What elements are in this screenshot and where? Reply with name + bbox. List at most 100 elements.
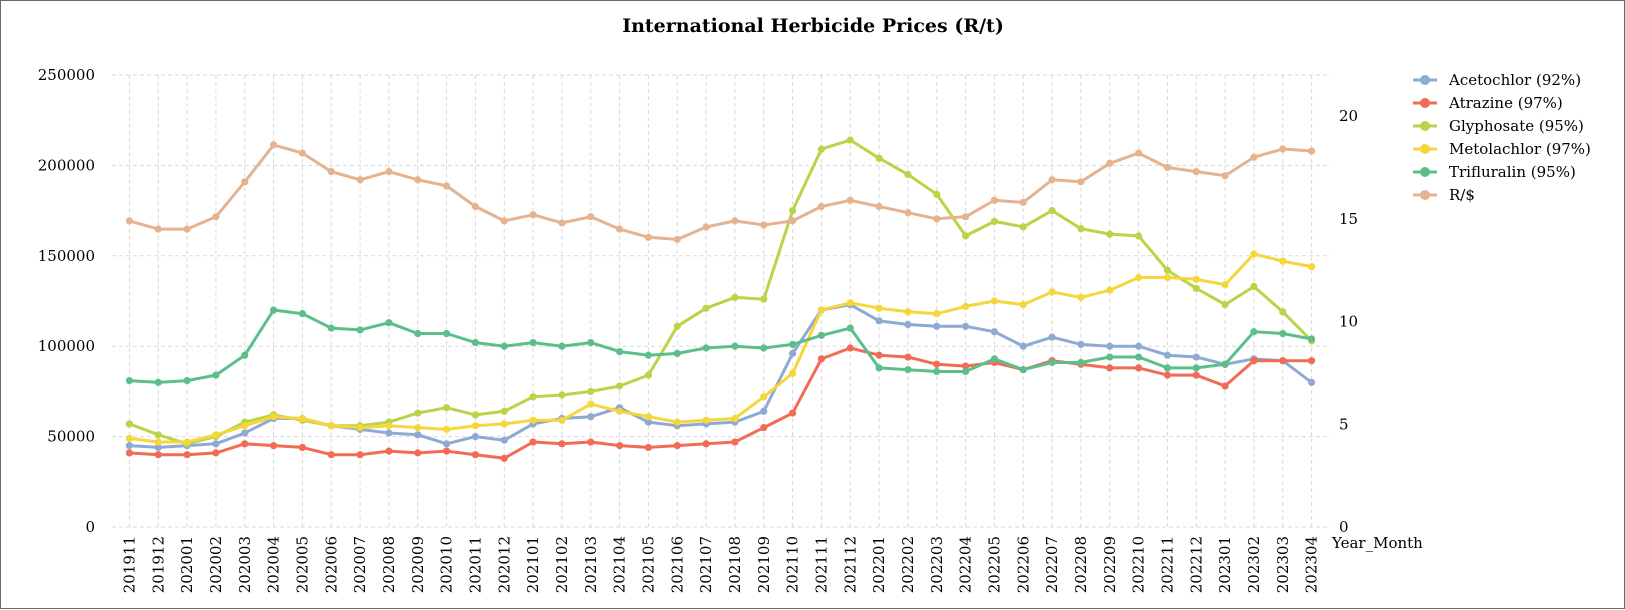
data-point [875,304,883,312]
data-point [615,442,624,450]
data-point [1106,286,1114,294]
data-point [1221,360,1229,368]
data-point [385,167,393,176]
y2-tick-label: 5 [1339,415,1349,433]
data-point [615,407,624,415]
data-point [904,209,912,217]
chart-title: International Herbicide Prices (R/t) [622,15,1004,37]
data-point [1163,273,1172,282]
series-line [127,303,1314,449]
data-point [760,295,768,303]
data-point [154,431,162,439]
data-point [558,219,566,227]
x-tick-label: 202004 [265,536,283,593]
data-point [904,366,912,374]
data-point [500,436,508,444]
data-point [385,429,393,437]
data-point [154,378,162,386]
data-point [644,443,653,452]
x-tick-label: 202211 [1158,536,1176,593]
data-point [327,167,335,176]
data-point [702,416,710,424]
data-point [1077,178,1085,186]
data-point [1250,328,1258,336]
data-point [673,235,681,243]
x-tick-label: 202005 [293,536,311,593]
data-point [529,211,537,219]
data-point [904,353,912,361]
data-point [212,371,220,379]
data-point [990,196,999,204]
data-point [990,328,999,336]
legend-marker [1420,144,1430,154]
data-point [760,221,768,229]
x-tick-label: 202209 [1101,536,1119,593]
data-point [356,423,364,432]
data-point [1163,371,1172,379]
x-tick-label: 202207 [1043,536,1061,593]
data-point [1307,335,1316,343]
data-point [1192,284,1200,292]
data-point [933,367,941,376]
data-point [212,449,220,457]
data-point [788,217,797,225]
data-point [760,393,768,401]
data-point [529,416,537,424]
data-point [183,225,191,233]
data-point [817,331,826,339]
x-tick-label: 202303 [1274,536,1292,593]
data-point [414,176,422,184]
data-point [558,342,566,350]
x-tick-label: 202208 [1072,536,1090,593]
y-tick-label: 0 [85,518,95,536]
data-point [414,329,422,338]
data-point [1134,232,1143,240]
data-point [1192,167,1200,176]
data-point [1019,223,1027,231]
data-point [961,232,970,240]
x-tick-label: 202212 [1187,536,1205,593]
data-point [1250,357,1258,365]
y-axis-primary: 0 50000 100000 150000 200000 250000 [38,66,95,536]
data-point [212,440,220,448]
data-point [587,213,595,221]
data-point [241,440,249,448]
data-point [558,416,566,424]
data-point [846,324,854,332]
data-point [500,420,508,428]
y-tick-label: 150000 [38,247,95,265]
data-point [1307,378,1316,386]
x-tick-label: 202008 [380,536,398,593]
data-point [644,351,653,359]
data-point [1250,153,1258,161]
data-point [904,170,912,179]
x-tick-label: 202102 [553,536,571,593]
data-point [327,324,335,332]
x-tick-label: 201912 [149,536,167,593]
data-point [731,217,739,225]
data-point [587,413,595,421]
data-point [500,342,508,350]
x-tick-label: 202204 [957,536,975,593]
y-tick-label: 50000 [47,428,95,446]
data-point [731,414,739,423]
data-point [1279,257,1287,265]
legend-label: Atrazine (97%) [1448,94,1563,112]
data-point [154,225,162,233]
data-point [644,371,653,379]
x-tick-label: 202007 [351,536,369,593]
legend: Acetochlor (92%) Atrazine (97%) Glyphosate… [1413,71,1591,204]
legend-marker [1420,121,1430,131]
data-point [587,338,595,347]
data-point [385,422,393,430]
x-tick-label: 202104 [611,536,629,593]
data-point [933,190,941,198]
x-tick-label: 202201 [870,536,888,593]
x-tick-label: 202107 [697,536,715,593]
data-point [269,306,278,314]
data-point [933,360,941,368]
data-point [356,176,364,184]
data-point [904,320,912,329]
data-point [875,364,883,372]
